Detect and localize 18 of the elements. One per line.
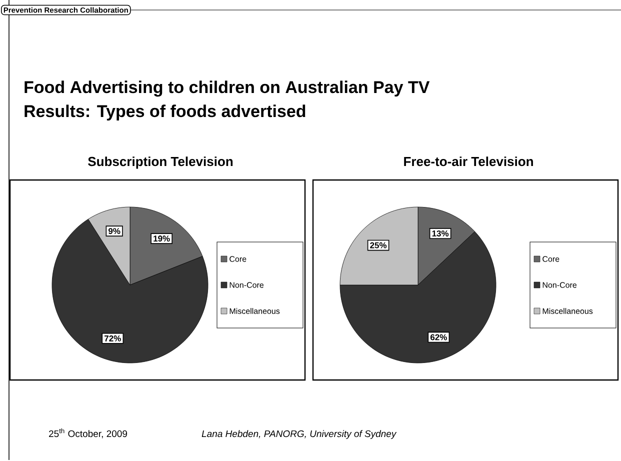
chart-title: Subscription Television <box>88 156 233 169</box>
legend-label: Core <box>230 256 246 262</box>
text: Results: Types of foods advertised <box>24 104 306 121</box>
text: Lana Hebden, PANORG, University of Sydney <box>202 430 397 439</box>
data-label: 25% <box>370 242 387 248</box>
text: Food Advertising to children on Australian Pay TV <box>24 80 430 97</box>
legend-label: Non-Core <box>230 282 264 288</box>
chart-title: Free-to-air Television <box>404 156 533 166</box>
legend-label: Non-Core <box>542 282 577 288</box>
data-label: 13% <box>432 230 449 236</box>
data-label: 19% <box>154 236 170 242</box>
legend-label: Miscellaneous <box>542 308 593 314</box>
data-label: 72% <box>104 335 121 342</box>
data-label: 62% <box>430 334 447 340</box>
legend-label: Miscellaneous <box>230 308 280 314</box>
text: 25$^{th}$ October, 2009 <box>49 428 128 438</box>
data-label: 9% <box>108 228 120 234</box>
legend-label: Core <box>542 256 560 262</box>
